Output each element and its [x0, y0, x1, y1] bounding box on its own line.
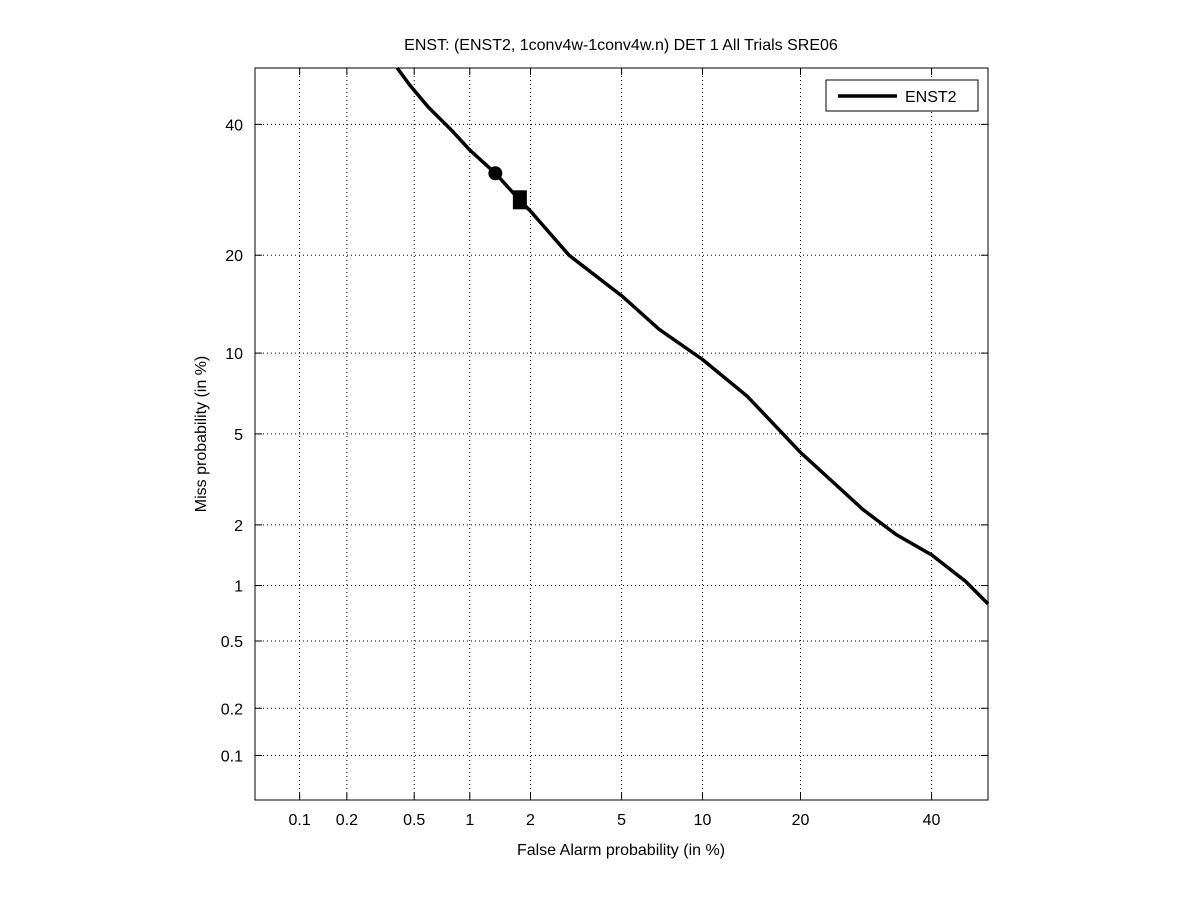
x-axis-label: False Alarm probability (in %) — [517, 842, 725, 859]
x-tick-label: 0.2 — [336, 812, 358, 829]
x-tick-label: 2 — [526, 812, 535, 829]
legend-label: ENST2 — [905, 89, 957, 106]
circle-marker — [488, 166, 503, 181]
chart-title: ENST: (ENST2, 1conv4w-1conv4w.n) DET 1 A… — [404, 37, 838, 54]
y-tick-label: 0.5 — [221, 634, 243, 651]
y-tick-label: 5 — [234, 427, 243, 444]
series-layer — [395, 66, 990, 606]
y-axis-ticks: 0.1 0.2 0.5 1 2 5 10 20 40 — [221, 117, 988, 765]
y-tick-label: 20 — [225, 248, 243, 265]
x-tick-label: 5 — [617, 812, 626, 829]
x-tick-label: 10 — [694, 812, 712, 829]
x-axis-ticks: 0.1 0.2 0.5 1 2 5 10 20 40 — [288, 68, 941, 829]
plot-area — [254, 67, 989, 801]
square-marker — [512, 190, 527, 210]
grid — [255, 68, 988, 800]
y-tick-label: 40 — [225, 117, 243, 134]
y-tick-label: 2 — [234, 518, 243, 535]
x-tick-label: 40 — [923, 812, 941, 829]
x-tick-label: 0.5 — [403, 812, 425, 829]
x-tick-label: 0.1 — [288, 812, 310, 829]
series-line-ENST2 — [395, 66, 990, 606]
y-tick-label: 1 — [234, 579, 243, 596]
y-tick-label: 10 — [225, 346, 243, 363]
y-axis-label: Miss probability (in %) — [193, 356, 210, 512]
y-tick-label: 0.1 — [221, 748, 243, 765]
y-tick-label: 0.2 — [221, 701, 243, 718]
x-tick-label: 20 — [792, 812, 810, 829]
x-tick-label: 1 — [465, 812, 474, 829]
legend: ENST2 — [825, 79, 979, 112]
